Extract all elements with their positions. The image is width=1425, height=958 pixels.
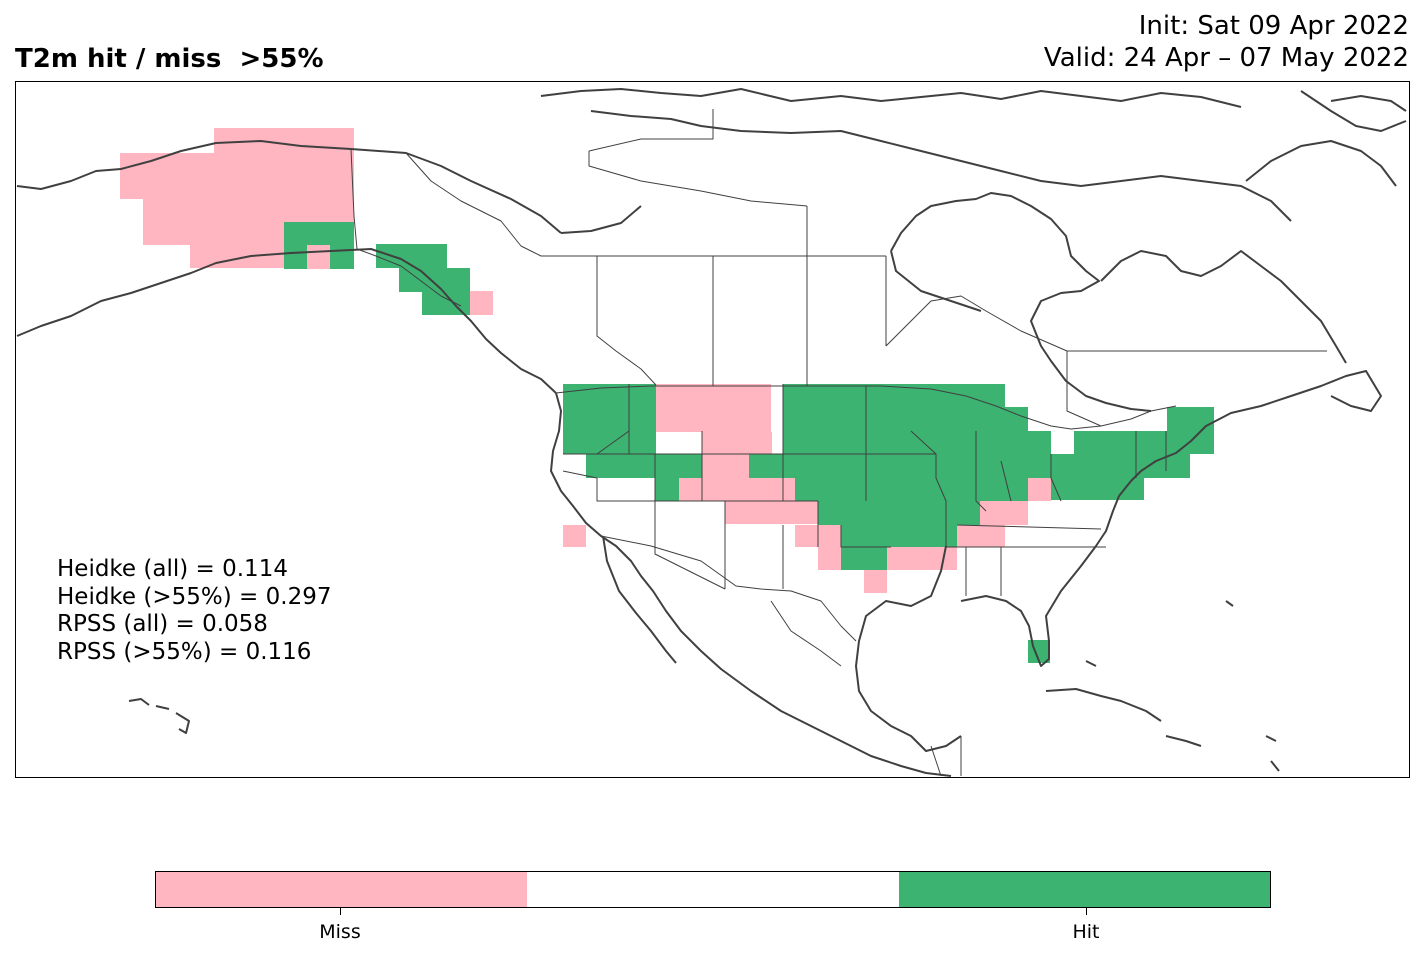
hit-cell (586, 454, 702, 478)
border-line (885, 295, 1102, 427)
map-canvas (16, 88, 1407, 777)
border-line (975, 431, 987, 512)
score-heidke-all: Heidke (all) = 0.114 (57, 556, 288, 582)
coastline (1118, 370, 1382, 497)
hit-cell (841, 547, 887, 570)
border-line (654, 501, 726, 590)
hit-cell (1167, 407, 1214, 454)
coastline (550, 392, 952, 777)
coastline (890, 250, 982, 312)
score-heidke-55: Heidke (>55%) = 0.297 (57, 583, 332, 610)
border-line (596, 256, 657, 386)
miss-cell (563, 525, 586, 547)
border-line (840, 525, 891, 548)
miss-cell (656, 384, 771, 432)
coastline (1300, 90, 1407, 132)
coastline (540, 88, 1242, 108)
score-panel: Heidke (all) = 0.114 Heidke (>55%) = 0.2… (57, 556, 331, 666)
border-line (588, 109, 714, 152)
island-outline (175, 712, 190, 734)
map-panel (15, 81, 1410, 778)
border-line (555, 385, 1177, 430)
colorbar-tick-miss (340, 908, 341, 915)
miss-cell (1028, 478, 1051, 501)
colorbar-miss-segment (156, 872, 528, 907)
miss-cell (470, 291, 493, 315)
border-line (770, 600, 842, 667)
coastline (1330, 95, 1407, 112)
coastline (1100, 250, 1347, 364)
hit-cell (1028, 431, 1051, 478)
valid-date: Valid: 24 Apr – 07 May 2022 (1043, 43, 1409, 73)
border-line (596, 430, 630, 455)
island-outline (128, 698, 150, 706)
island-outline (1045, 688, 1162, 722)
border-line (956, 524, 1102, 530)
border-line (910, 430, 947, 547)
coastline (890, 192, 1152, 412)
island-outline (1085, 660, 1097, 667)
hit-cell (749, 454, 783, 478)
colorbar (155, 871, 1271, 908)
border-line (1050, 454, 1062, 502)
miss-cell (307, 245, 330, 269)
hit-cell (841, 525, 957, 547)
border-line (1000, 460, 1012, 502)
init-date: Init: Sat 09 Apr 2022 (1138, 11, 1409, 41)
miss-cell (957, 525, 1005, 547)
colorbar-tick-hit (1086, 908, 1087, 915)
hit-cell (783, 384, 1005, 478)
miss-cell (818, 547, 841, 570)
miss-cell (795, 501, 818, 524)
island-outline (1265, 735, 1277, 742)
coastline (16, 248, 557, 394)
coastline (960, 495, 1120, 667)
miss-cell (120, 153, 215, 199)
island-outline (155, 705, 170, 710)
hit-cell (330, 245, 354, 269)
coastline (590, 110, 1292, 222)
hit-cell (655, 478, 679, 501)
border-line (930, 745, 942, 777)
coastline (602, 535, 677, 664)
miss-cell (887, 547, 957, 570)
hit-cell (563, 384, 656, 454)
island-outline (1165, 735, 1202, 747)
hit-cell (1051, 454, 1144, 500)
miss-cell (190, 222, 284, 268)
coastline (560, 205, 642, 234)
island-outline (1270, 760, 1280, 772)
coastline-borders (16, 88, 1407, 777)
hit-cell (376, 244, 447, 268)
border-line (350, 148, 462, 307)
colorbar-hit-segment (898, 872, 1270, 907)
hit-cell (284, 222, 354, 246)
score-rpss-55: RPSS (>55%) = 0.116 (57, 638, 312, 665)
border-line (562, 470, 598, 479)
grid-cells (120, 128, 1214, 663)
coastline (16, 140, 562, 234)
colorbar-label-miss: Miss (319, 921, 361, 943)
border-line (588, 151, 808, 207)
coastline (855, 545, 962, 752)
colorbar-neutral-segment (527, 872, 899, 907)
score-rpss-all: RPSS (all) = 0.058 (57, 611, 268, 637)
border-line (405, 152, 597, 257)
coastline (1245, 140, 1397, 187)
hit-cell (818, 501, 980, 525)
hit-cell (1005, 407, 1028, 478)
island-outline (1225, 600, 1234, 607)
miss-cell (980, 501, 1028, 525)
hit-cell (795, 478, 1029, 501)
hit-cell (1144, 454, 1190, 477)
colorbar-label-hit: Hit (1072, 921, 1100, 943)
hit-cell (399, 268, 470, 292)
hit-cell (284, 245, 307, 269)
date-block: Init: Sat 09 Apr 2022 Valid: 24 Apr – 07… (1044, 10, 1409, 74)
border-line (600, 535, 857, 642)
map-title: T2m hit / miss >55% (15, 44, 324, 74)
miss-cell (864, 570, 887, 593)
